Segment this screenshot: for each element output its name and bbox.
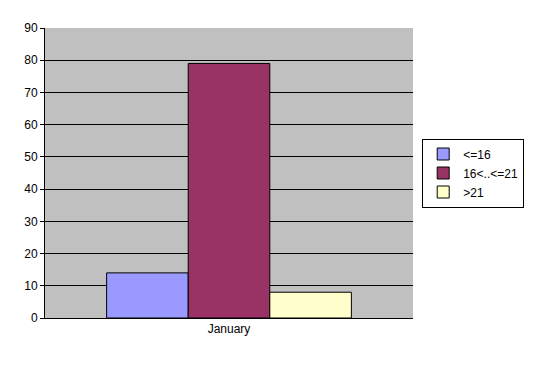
svg-text:0: 0	[31, 311, 38, 325]
svg-text:>21: >21	[463, 186, 484, 200]
svg-text:80: 80	[24, 53, 38, 67]
svg-text:70: 70	[24, 86, 38, 100]
svg-text:10: 10	[24, 279, 38, 293]
svg-text:<=16: <=16	[463, 148, 491, 162]
svg-text:50: 50	[24, 150, 38, 164]
svg-text:60: 60	[24, 118, 38, 132]
svg-text:20: 20	[24, 247, 38, 261]
svg-text:40: 40	[24, 182, 38, 196]
svg-text:30: 30	[24, 215, 38, 229]
svg-text:January: January	[208, 322, 251, 336]
svg-text:90: 90	[24, 21, 38, 35]
svg-text:16<..<=21: 16<..<=21	[463, 167, 518, 181]
